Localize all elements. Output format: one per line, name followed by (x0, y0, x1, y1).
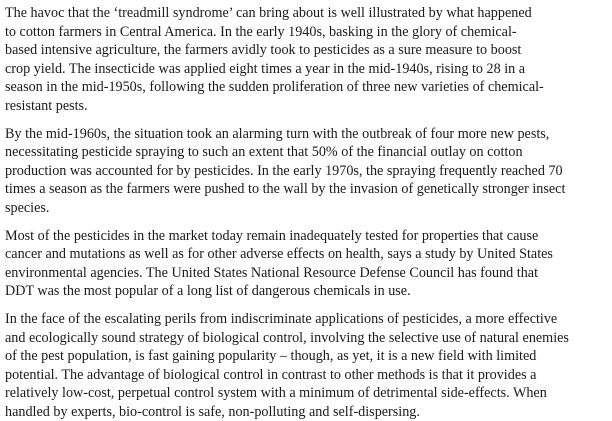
text-line: season in the mid-1950s, following the s… (5, 79, 544, 96)
text-line: to cotton farmers in Central America. In… (5, 23, 517, 40)
text-line: based intensive agriculture, the farmers… (5, 42, 522, 59)
text-line: cancer and mutations as well as for othe… (5, 246, 553, 263)
text-line: DDT was the most popular of a long list … (5, 283, 411, 300)
text-line: production was accounted for by pesticid… (5, 162, 563, 179)
text-line: The havoc that the ‘treadmill syndrome’ … (5, 5, 532, 21)
paragraph-mid-1960s: By the mid-1960s, the situation took an … (5, 125, 606, 218)
text-line: potential. The advantage of biological c… (5, 366, 537, 383)
text-line: crop yield. The insecticide was applied … (5, 60, 526, 77)
text-line: environmental agencies. The United State… (5, 264, 539, 281)
text-line: Most of the pesticides in the market tod… (5, 227, 539, 244)
text-line: of the pest population, is fast gaining … (5, 348, 537, 365)
text-line: and ecologically sound strategy of biolo… (5, 329, 569, 346)
text-line: By the mid-1960s, the situation took an … (5, 125, 550, 142)
text-line: In the face of the escalating perils fro… (5, 310, 558, 327)
paragraph-treadmill-syndrome: The havoc that the ‘treadmill syndrome’ … (5, 4, 606, 116)
paragraph-pesticide-testing: Most of the pesticides in the market tod… (5, 227, 606, 301)
text-line: necessitating pesticide spraying to such… (5, 144, 523, 161)
text-line: resistant pests. (5, 97, 88, 114)
text-line: species. (5, 199, 50, 216)
text-line: times a season as the farmers were pushe… (5, 181, 566, 198)
text-line: relatively low-cost, perpetual control s… (5, 385, 547, 402)
paragraph-biological-control: In the face of the escalating perils fro… (5, 310, 606, 421)
document-page: The havoc that the ‘treadmill syndrome’ … (5, 4, 606, 420)
